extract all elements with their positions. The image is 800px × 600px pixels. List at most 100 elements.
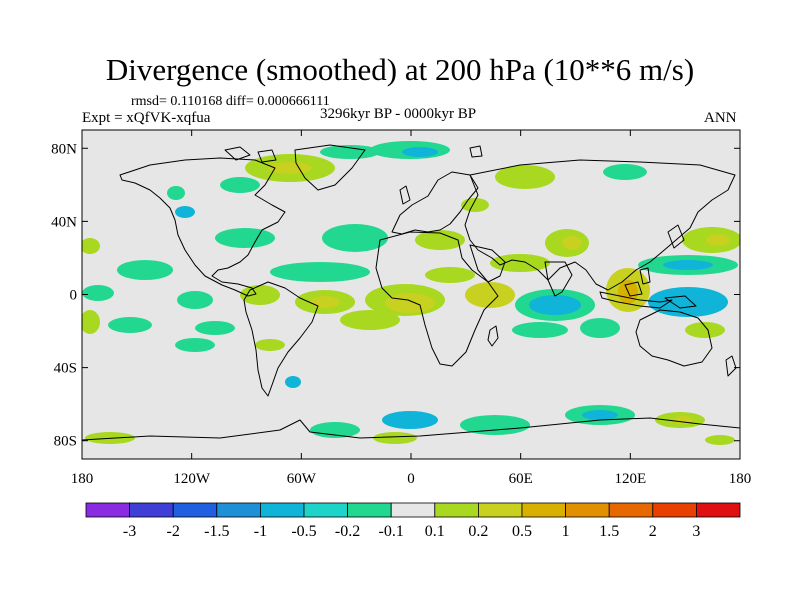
colorbar-swatch	[608, 502, 654, 518]
colorbar-swatch	[521, 502, 566, 518]
coastline-south-america	[243, 281, 319, 397]
lon-tick-label: 180	[729, 471, 752, 487]
anomaly-region	[255, 339, 285, 351]
lon-tick-label: 120E	[614, 471, 646, 487]
lon-tick-label: 120W	[173, 471, 211, 487]
season-label: ANN	[704, 110, 737, 126]
lat-tick-label: 40N	[51, 214, 77, 230]
colorbar-swatch	[477, 502, 523, 518]
anomaly-region	[415, 230, 465, 250]
colorbar-swatch	[565, 502, 610, 518]
anomaly-fields	[82, 141, 740, 445]
anomaly-region	[195, 321, 235, 335]
anomaly-region	[320, 145, 380, 159]
coastline-arctic-islands	[224, 146, 251, 161]
anomaly-region	[385, 293, 435, 313]
anomaly-region	[310, 296, 340, 308]
colorbar-label: -1.5	[204, 523, 229, 540]
anomaly-region	[340, 310, 400, 330]
anomaly-region	[562, 236, 582, 250]
anomaly-region	[495, 165, 555, 189]
colorbar-label: -3	[123, 523, 136, 540]
lon-tick-label: 60E	[509, 471, 533, 487]
colorbar-label: 0.2	[468, 523, 488, 540]
anomaly-region	[529, 295, 581, 315]
colorbar-swatch	[303, 502, 348, 518]
anomaly-region	[175, 206, 195, 218]
anomaly-region	[673, 416, 693, 424]
coastline-arabia	[469, 244, 506, 283]
coastline-asia	[464, 159, 736, 291]
coastline-arctic-islands	[257, 149, 277, 163]
lat-tick-label: 80N	[51, 141, 77, 157]
anomaly-region	[108, 317, 152, 333]
anomaly-region	[603, 164, 647, 180]
lat-tick-label: 80S	[54, 434, 77, 450]
lon-tick-label: 60W	[287, 471, 317, 487]
colorbar-label: 3	[692, 523, 700, 540]
coastline-madagascar	[487, 325, 499, 347]
anomaly-region	[512, 322, 568, 338]
anomaly-region	[580, 318, 620, 338]
anomaly-region	[310, 422, 360, 438]
colorbar-label: -0.1	[379, 523, 404, 540]
colorbar-swatch	[390, 502, 436, 518]
colorbar-swatch	[696, 502, 741, 518]
coastline-japan	[667, 224, 685, 249]
colorbar-swatch	[85, 502, 130, 518]
coastline-europe	[391, 171, 479, 235]
colorbar-label: 1.5	[599, 523, 619, 540]
colorbar-label: 0.1	[425, 523, 445, 540]
plot-title: Divergence (smoothed) at 200 hPa (10**6 …	[105, 52, 695, 87]
period-label: 3296kyr BP - 0000kyr BP	[320, 106, 477, 122]
lat-tick-label: 40S	[54, 361, 77, 377]
anomaly-region	[285, 376, 301, 388]
coastline-svalbard	[469, 145, 483, 158]
lat-tick-label: 0	[70, 288, 78, 304]
experiment-label: Expt = xQfVK-xqfua	[82, 110, 211, 126]
colorbar-label: -0.5	[291, 523, 316, 540]
latitude-axis: 80N 40N 0 40S 80S	[51, 141, 740, 450]
anomaly-region	[167, 186, 185, 200]
coastline-british-isles	[399, 185, 411, 205]
anomaly-region	[461, 198, 489, 212]
colorbar-label: 2	[649, 523, 657, 540]
anomaly-region	[270, 262, 370, 282]
anomaly-region	[82, 285, 114, 301]
anomaly-region	[215, 228, 275, 248]
anomaly-region	[705, 435, 735, 445]
anomaly-region	[117, 260, 173, 280]
coastline-antarctica	[82, 417, 740, 441]
anomaly-region	[685, 322, 725, 338]
anomaly-region	[490, 254, 550, 272]
coastline-australia	[635, 309, 713, 367]
anomaly-region	[373, 432, 417, 444]
colorbar-swatch	[172, 502, 218, 518]
anomaly-region	[648, 287, 728, 317]
anomaly-region	[322, 224, 388, 252]
colorbar-swatch	[652, 502, 697, 518]
map-content	[82, 141, 740, 445]
coastline-philippines	[639, 267, 651, 285]
anomaly-region	[425, 267, 475, 283]
colorbar-label: -1	[254, 523, 267, 540]
anomaly-region	[465, 282, 515, 308]
colorbar-swatch	[347, 502, 392, 518]
anomaly-region	[177, 291, 213, 309]
colorbar-label: 1	[562, 523, 570, 540]
colorbar-swatch	[259, 502, 305, 518]
coastline-borneo	[624, 281, 643, 297]
colorbar-label: -2	[167, 523, 180, 540]
anomaly-region	[175, 338, 215, 352]
longitude-axis: 180 120W 60W 0 60E 120E 180	[71, 130, 752, 487]
anomaly-region	[82, 310, 100, 334]
anomaly-region	[382, 411, 438, 429]
anomaly-region	[402, 147, 438, 157]
anomaly-region	[220, 177, 260, 193]
anomaly-region	[706, 234, 730, 246]
anomaly-region	[663, 260, 713, 270]
colorbar: -3 -2 -1.5 -1 -0.5 -0.2 -0.1 0.1 0.2 0.5 1 1.5 2 3	[85, 502, 741, 540]
anomaly-region	[82, 238, 100, 254]
anomaly-region	[582, 410, 618, 420]
